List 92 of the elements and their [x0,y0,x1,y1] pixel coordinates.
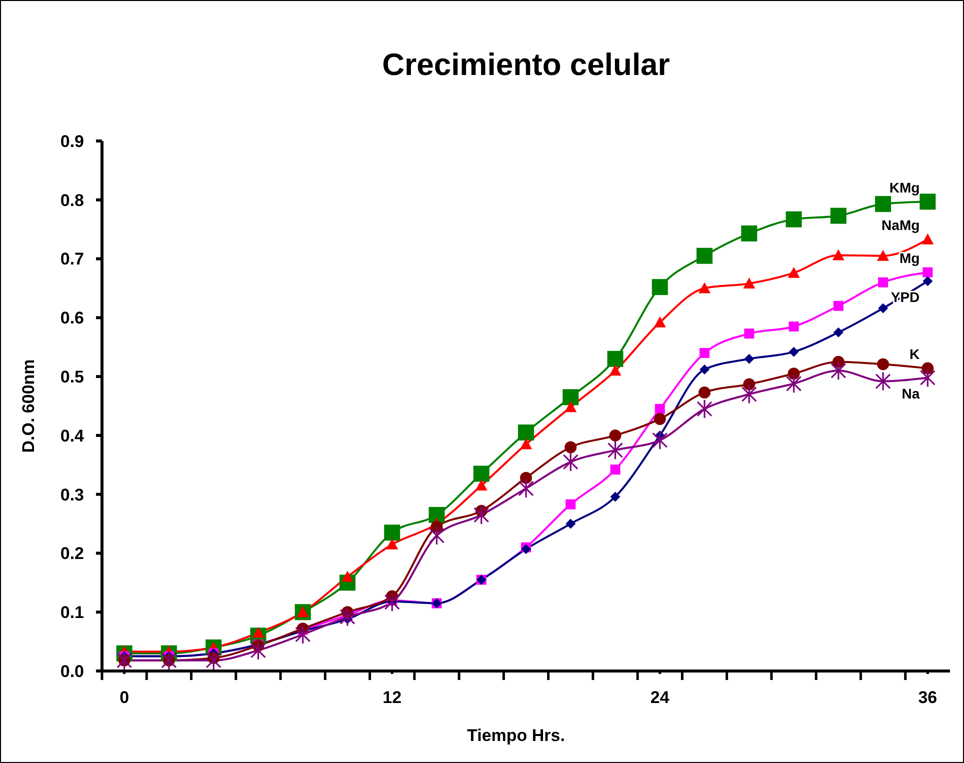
point [520,438,532,450]
y-tick-label: 0.4 [60,426,85,446]
point [607,350,624,367]
point [922,362,934,374]
point [922,276,933,286]
point [788,346,799,357]
point [474,505,490,525]
point [384,524,400,541]
point [698,282,711,294]
series-label: KMg [889,180,920,196]
point [562,389,579,406]
point [428,506,445,523]
point [610,492,620,502]
point [788,368,800,380]
x-tick-label: 36 [918,688,938,707]
point [922,267,933,278]
x-tick-label: 0 [120,688,130,707]
point [832,249,844,260]
point [566,518,576,529]
y-tick-label: 0.9 [60,132,84,151]
point [830,208,846,224]
point [518,424,534,440]
point [875,196,892,212]
point [922,233,934,244]
point [744,328,754,339]
point [878,277,888,288]
x-axis-title: Tiempo Hrs. [467,726,565,745]
point [875,371,891,392]
point [520,472,532,484]
series-label: K [910,346,920,362]
point [475,480,488,490]
point [696,399,712,419]
point [609,364,622,376]
point [786,211,802,228]
y-axis-title: D.O. 600nm [19,359,38,453]
point [295,624,311,644]
series-label: NaMg [882,217,920,234]
point [741,225,758,242]
point [206,650,222,670]
point [384,592,400,612]
point [607,440,624,460]
point [654,404,665,414]
point [473,466,490,482]
point [830,360,846,380]
point [878,303,888,314]
point [788,322,799,332]
y-tick-label: 0.5 [60,368,84,387]
y-tick-label: 0.0 [60,662,84,681]
point [743,278,756,289]
y-tick-label: 0.3 [60,485,84,504]
point [340,607,356,627]
point [564,401,577,412]
y-tick-label: 0.1 [60,603,84,622]
point [696,248,713,264]
point [833,327,844,338]
point [920,368,936,388]
point [652,279,668,296]
point [652,430,668,450]
y-tick-label: 0.8 [60,190,84,210]
point [610,464,620,475]
point [741,384,757,404]
point [786,374,802,394]
point [920,194,936,210]
x-tick-label: 24 [650,688,670,707]
point [877,358,890,370]
point [386,538,398,550]
chart-title: Crecimiento celular [382,47,670,82]
y-tick-label: 0.2 [60,544,84,564]
series-label: Mg [899,250,920,266]
point [743,378,756,390]
point [564,441,577,454]
point [518,478,534,498]
point [700,364,710,374]
point [609,429,622,442]
point [428,526,445,546]
series-label: Na [902,386,920,402]
point [877,250,890,261]
point [700,348,710,358]
point [744,354,754,364]
point [654,316,666,328]
y-tick-label: 0.6 [60,308,84,328]
point [833,300,844,311]
point [788,266,800,278]
point [161,650,177,670]
point [566,499,576,510]
point [341,570,354,582]
point [116,650,132,670]
point [562,452,578,472]
point [698,386,711,398]
point [654,412,666,425]
x-tick-label: 12 [382,688,402,707]
y-tick-label: 0.7 [60,250,84,269]
